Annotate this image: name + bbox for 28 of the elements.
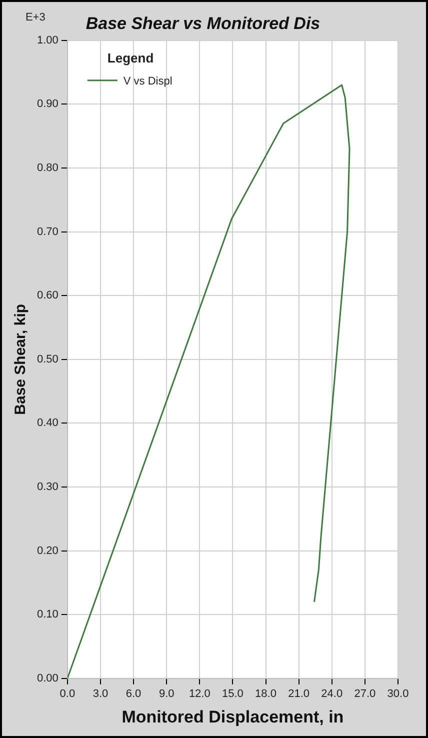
y-tick-label: 0.10	[36, 608, 58, 621]
y-tick-label: 0.80	[36, 162, 58, 174]
x-axis-title: Monitored Displacement, in	[122, 707, 344, 726]
y-tick-label: 0.60	[36, 290, 58, 302]
x-tick-label: 18.0	[255, 688, 276, 700]
x-tick-label: 3.0	[92, 688, 108, 700]
x-tick-label: 12.0	[188, 688, 210, 700]
x-tick-label: 15.0	[222, 688, 244, 700]
x-tick-label: 21.0	[288, 688, 310, 700]
y-axis-title: Base Shear, kip	[12, 304, 30, 415]
x-tick-label: 9.0	[158, 688, 174, 700]
y-tick-label: 0.90	[36, 98, 58, 110]
y-tick-label: 1.00	[36, 34, 58, 46]
legend-label: V vs Displ	[123, 75, 172, 88]
legend-title: Legend	[107, 50, 154, 66]
chart-title: Base Shear vs Monitored Dis	[86, 14, 320, 33]
text: E+3	[26, 11, 46, 24]
y-tick-label: 0.00	[36, 672, 58, 684]
x-tick-label: 0.0	[60, 688, 76, 700]
x-tick-label: 24.0	[321, 688, 343, 700]
y-tick-label: 0.70	[36, 226, 58, 238]
y-tick-label: 0.40	[36, 417, 58, 430]
x-tick-label: 6.0	[126, 688, 142, 700]
y-tick-label: 0.50	[36, 353, 58, 366]
x-tick-label: 30.0	[387, 688, 409, 700]
y-tick-label: 0.20	[36, 544, 58, 557]
x-tick-label: 27.0	[354, 688, 376, 700]
y-tick-label: 0.30	[36, 481, 58, 494]
